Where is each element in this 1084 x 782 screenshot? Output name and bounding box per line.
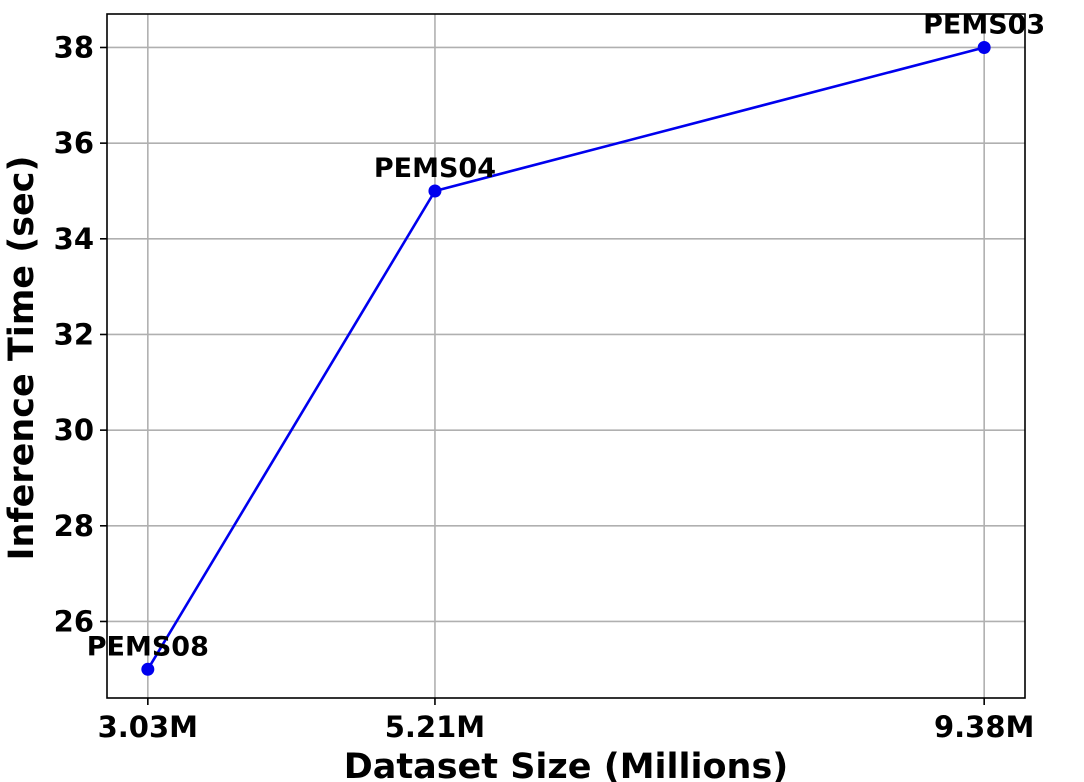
data-point	[141, 662, 155, 676]
x-tick-label: 3.03M	[98, 710, 198, 744]
data-point-label: PEMS04	[374, 153, 496, 184]
data-point-label: PEMS08	[87, 631, 209, 662]
series-layer	[141, 40, 991, 676]
y-tick-label: 32	[54, 317, 94, 351]
data-point	[428, 184, 442, 198]
point-labels: PEMS08 PEMS04 PEMS03	[87, 9, 1045, 662]
series-line	[146, 46, 985, 670]
y-tick-label: 34	[54, 222, 94, 256]
y-tick-label: 28	[54, 509, 94, 543]
y-tick-label: 26	[54, 604, 94, 638]
y-axis-title: Inference Time (sec)	[2, 155, 42, 560]
y-tick-label: 30	[54, 413, 94, 447]
x-axis-title: Dataset Size (Millions)	[344, 747, 789, 782]
data-point	[977, 40, 991, 54]
ticks: 3.03M 5.21M 9.38M 26 28 30 32 34 36 38	[54, 30, 1035, 744]
x-tick-label: 9.38M	[934, 710, 1034, 744]
plot-frame	[106, 13, 1026, 699]
y-tick-label: 38	[54, 30, 94, 64]
x-tick-label: 5.21M	[385, 710, 485, 744]
y-tick-label: 36	[54, 126, 94, 160]
grid	[107, 14, 1025, 698]
data-point-label: PEMS03	[923, 9, 1045, 40]
